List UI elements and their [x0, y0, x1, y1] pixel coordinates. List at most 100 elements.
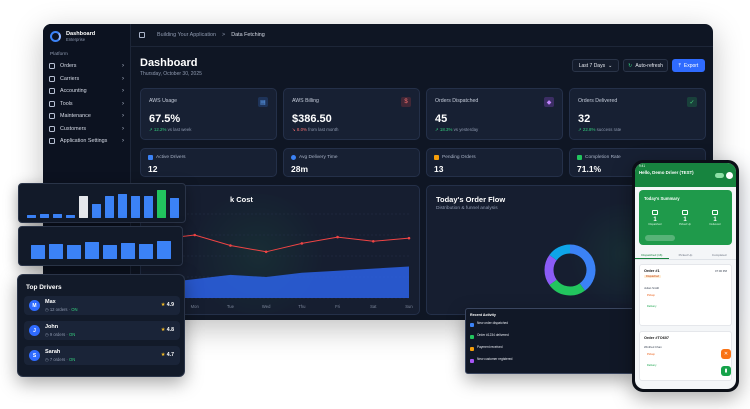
- sidebar-item-maintenance[interactable]: Maintenance ›: [43, 110, 130, 123]
- refresh-icon: ↻: [628, 62, 633, 69]
- orders-icon: ◷: [45, 357, 50, 362]
- auto-refresh-button[interactable]: ↻ Auto-refresh: [623, 59, 668, 72]
- delta-value: 8.0%: [296, 127, 307, 132]
- driver-orders: 12 orders: [49, 307, 68, 312]
- tab-picked-up[interactable]: Picked Up: [678, 253, 693, 257]
- chevron-right-icon: ›: [122, 63, 124, 70]
- stat-card-aws-billing[interactable]: AWS Billing $ $386.50 ↘ 8.0% from last m…: [283, 88, 420, 140]
- driver-rating: ★ 4.9: [161, 302, 174, 308]
- cost-chart-panel: SunMonTueWedThuFriSatSun: [140, 185, 420, 315]
- sidebar-item-carriers[interactable]: Carriers ›: [43, 73, 130, 86]
- sidebar-toggle-icon[interactable]: [139, 32, 145, 38]
- mini-label: Pending Orders: [442, 155, 476, 160]
- sidebar-item-customers[interactable]: Customers ›: [43, 123, 130, 136]
- activity-item[interactable]: Payment received: [470, 345, 503, 351]
- activity-icon: [470, 359, 474, 363]
- page-title: Dashboard: [140, 57, 198, 69]
- kpi-label: Delivered: [709, 223, 721, 226]
- floating-bar-chart-1: [18, 183, 186, 223]
- sidebar-item-label: Application Settings: [60, 138, 108, 145]
- series-point: [229, 244, 232, 247]
- activity-item[interactable]: New customer registered: [470, 357, 512, 363]
- driver-status: ON: [71, 307, 78, 312]
- sidebar-item-application-settings[interactable]: Application Settings ›: [43, 135, 130, 148]
- driver-status: ON: [68, 332, 76, 337]
- brand[interactable]: Dashboard Enterprise: [43, 24, 130, 48]
- target-icon: [577, 155, 582, 160]
- stat-card-aws-usage[interactable]: AWS Usage ▤ 67.5% ↗ 12.2% vs last week: [140, 88, 277, 140]
- activity-item[interactable]: New order dispatched: [470, 321, 508, 327]
- driver-row[interactable]: M Max ◷ 12 orders · ON ★ 4.9: [24, 296, 180, 315]
- mini-card-active-drivers[interactable]: Active Drivers 12: [140, 148, 277, 177]
- date-range-select[interactable]: Last 7 Days ⌄: [572, 59, 619, 72]
- x-tick-label: Thu: [298, 304, 306, 309]
- recent-activity-card: Recent Activity New order dispatched Ord…: [465, 308, 635, 374]
- delivery-label: Delivery: [647, 305, 657, 308]
- stat-delta: ↗ 12.2% vs last week: [149, 127, 192, 133]
- preview-bar: [144, 196, 153, 218]
- orders-icon: ◷: [45, 307, 50, 312]
- stat-card-orders-dispatched[interactable]: Orders Dispatched ◆ 45 ↗ 18.3% vs yester…: [426, 88, 563, 140]
- chevron-right-icon: ›: [122, 100, 124, 107]
- sidebar-item-tools[interactable]: Tools ›: [43, 98, 130, 111]
- top-drivers-title: Top Drivers: [26, 284, 62, 291]
- rating-value: 4.7: [166, 352, 174, 358]
- stat-delta: ↗ 18.3% vs yesterday: [435, 127, 478, 133]
- stat-card-orders-delivered[interactable]: Orders Delivered ✓ 32 ↗ 22.8% success ra…: [569, 88, 706, 140]
- driver-status: ON: [68, 357, 76, 362]
- kpi-label: Picked Up: [679, 223, 691, 226]
- mini-card-avg-delivery[interactable]: Avg Delivery Time 28m: [283, 148, 420, 177]
- sidebar-item-orders[interactable]: Orders ›: [43, 60, 130, 73]
- preview-bar: [170, 198, 179, 218]
- order-card[interactable]: Order #TO607 Winifred Chan Pickup Delive…: [639, 331, 732, 381]
- activity-item[interactable]: Order #1234 delivered: [470, 333, 509, 339]
- preview-bar: [85, 242, 99, 259]
- sidebar-item-label: Carriers: [60, 75, 80, 82]
- delta-suffix: from last month: [308, 127, 339, 132]
- stat-delta: ↗ 22.8% success rate: [578, 127, 621, 133]
- floating-bars-svg: [31, 241, 171, 259]
- export-label: Export: [683, 62, 699, 69]
- truck-icon: [712, 210, 718, 215]
- pickup-label: Pickup: [647, 294, 655, 297]
- driver-row[interactable]: J John ◷ 9 orders · ON ★ 4.8: [24, 321, 180, 340]
- mini-title: Active Drivers: [148, 155, 186, 160]
- export-button[interactable]: ⤒ Export: [672, 59, 705, 72]
- sidebar-item-label: Maintenance: [60, 113, 91, 120]
- series-point: [264, 250, 268, 254]
- route-action-button[interactable]: ✕: [721, 349, 731, 359]
- preview-bar: [31, 245, 45, 259]
- navigate-action-button[interactable]: ▮: [721, 366, 731, 376]
- order-person: Julian Smith: [644, 286, 660, 290]
- sidebar-item-label: Customers: [60, 125, 87, 132]
- mini-label: Avg Delivery Time: [299, 155, 338, 160]
- stat-title: AWS Usage: [149, 98, 178, 104]
- activity-icon: [470, 347, 474, 351]
- donut-slice: [549, 244, 571, 261]
- orders-icon: ◷: [45, 332, 50, 337]
- availability-toggle[interactable]: [715, 173, 724, 178]
- driver-rating: ★ 4.8: [161, 327, 174, 333]
- mini-card-pending-orders[interactable]: Pending Orders 13: [426, 148, 563, 177]
- driver-row[interactable]: S Sarah ◷ 7 orders · ON ★ 4.7: [24, 346, 180, 365]
- chevron-right-icon: ›: [122, 138, 124, 145]
- mini-title: Pending Orders: [434, 155, 476, 160]
- avatar: M: [29, 300, 40, 311]
- stat-title: AWS Billing: [292, 98, 319, 104]
- breadcrumb: Building Your Application > Data Fetchin…: [131, 24, 713, 47]
- tab-dispatched[interactable]: Dispatched (16): [635, 250, 669, 259]
- floating-bars-svg: [27, 190, 179, 218]
- mini-title: Avg Delivery Time: [291, 155, 338, 160]
- check-icon: ✓: [687, 97, 697, 107]
- phone-greeting: Hello, Demo Driver (TEST): [639, 170, 694, 175]
- donut-slice: [549, 279, 585, 296]
- order-time: 07:00 PM: [715, 269, 727, 273]
- order-card[interactable]: Order #1 Dispatched 07:00 PM Julian Smit…: [639, 264, 732, 326]
- delta-value: 12.2%: [153, 127, 167, 132]
- sidebar-item-accounting[interactable]: Accounting ›: [43, 85, 130, 98]
- tab-completed[interactable]: Completed: [711, 253, 727, 257]
- breadcrumb-link[interactable]: Building Your Application: [157, 32, 217, 38]
- chevron-down-icon: ⌄: [608, 62, 613, 69]
- avatar[interactable]: [726, 172, 733, 179]
- star-icon: ★: [160, 327, 167, 333]
